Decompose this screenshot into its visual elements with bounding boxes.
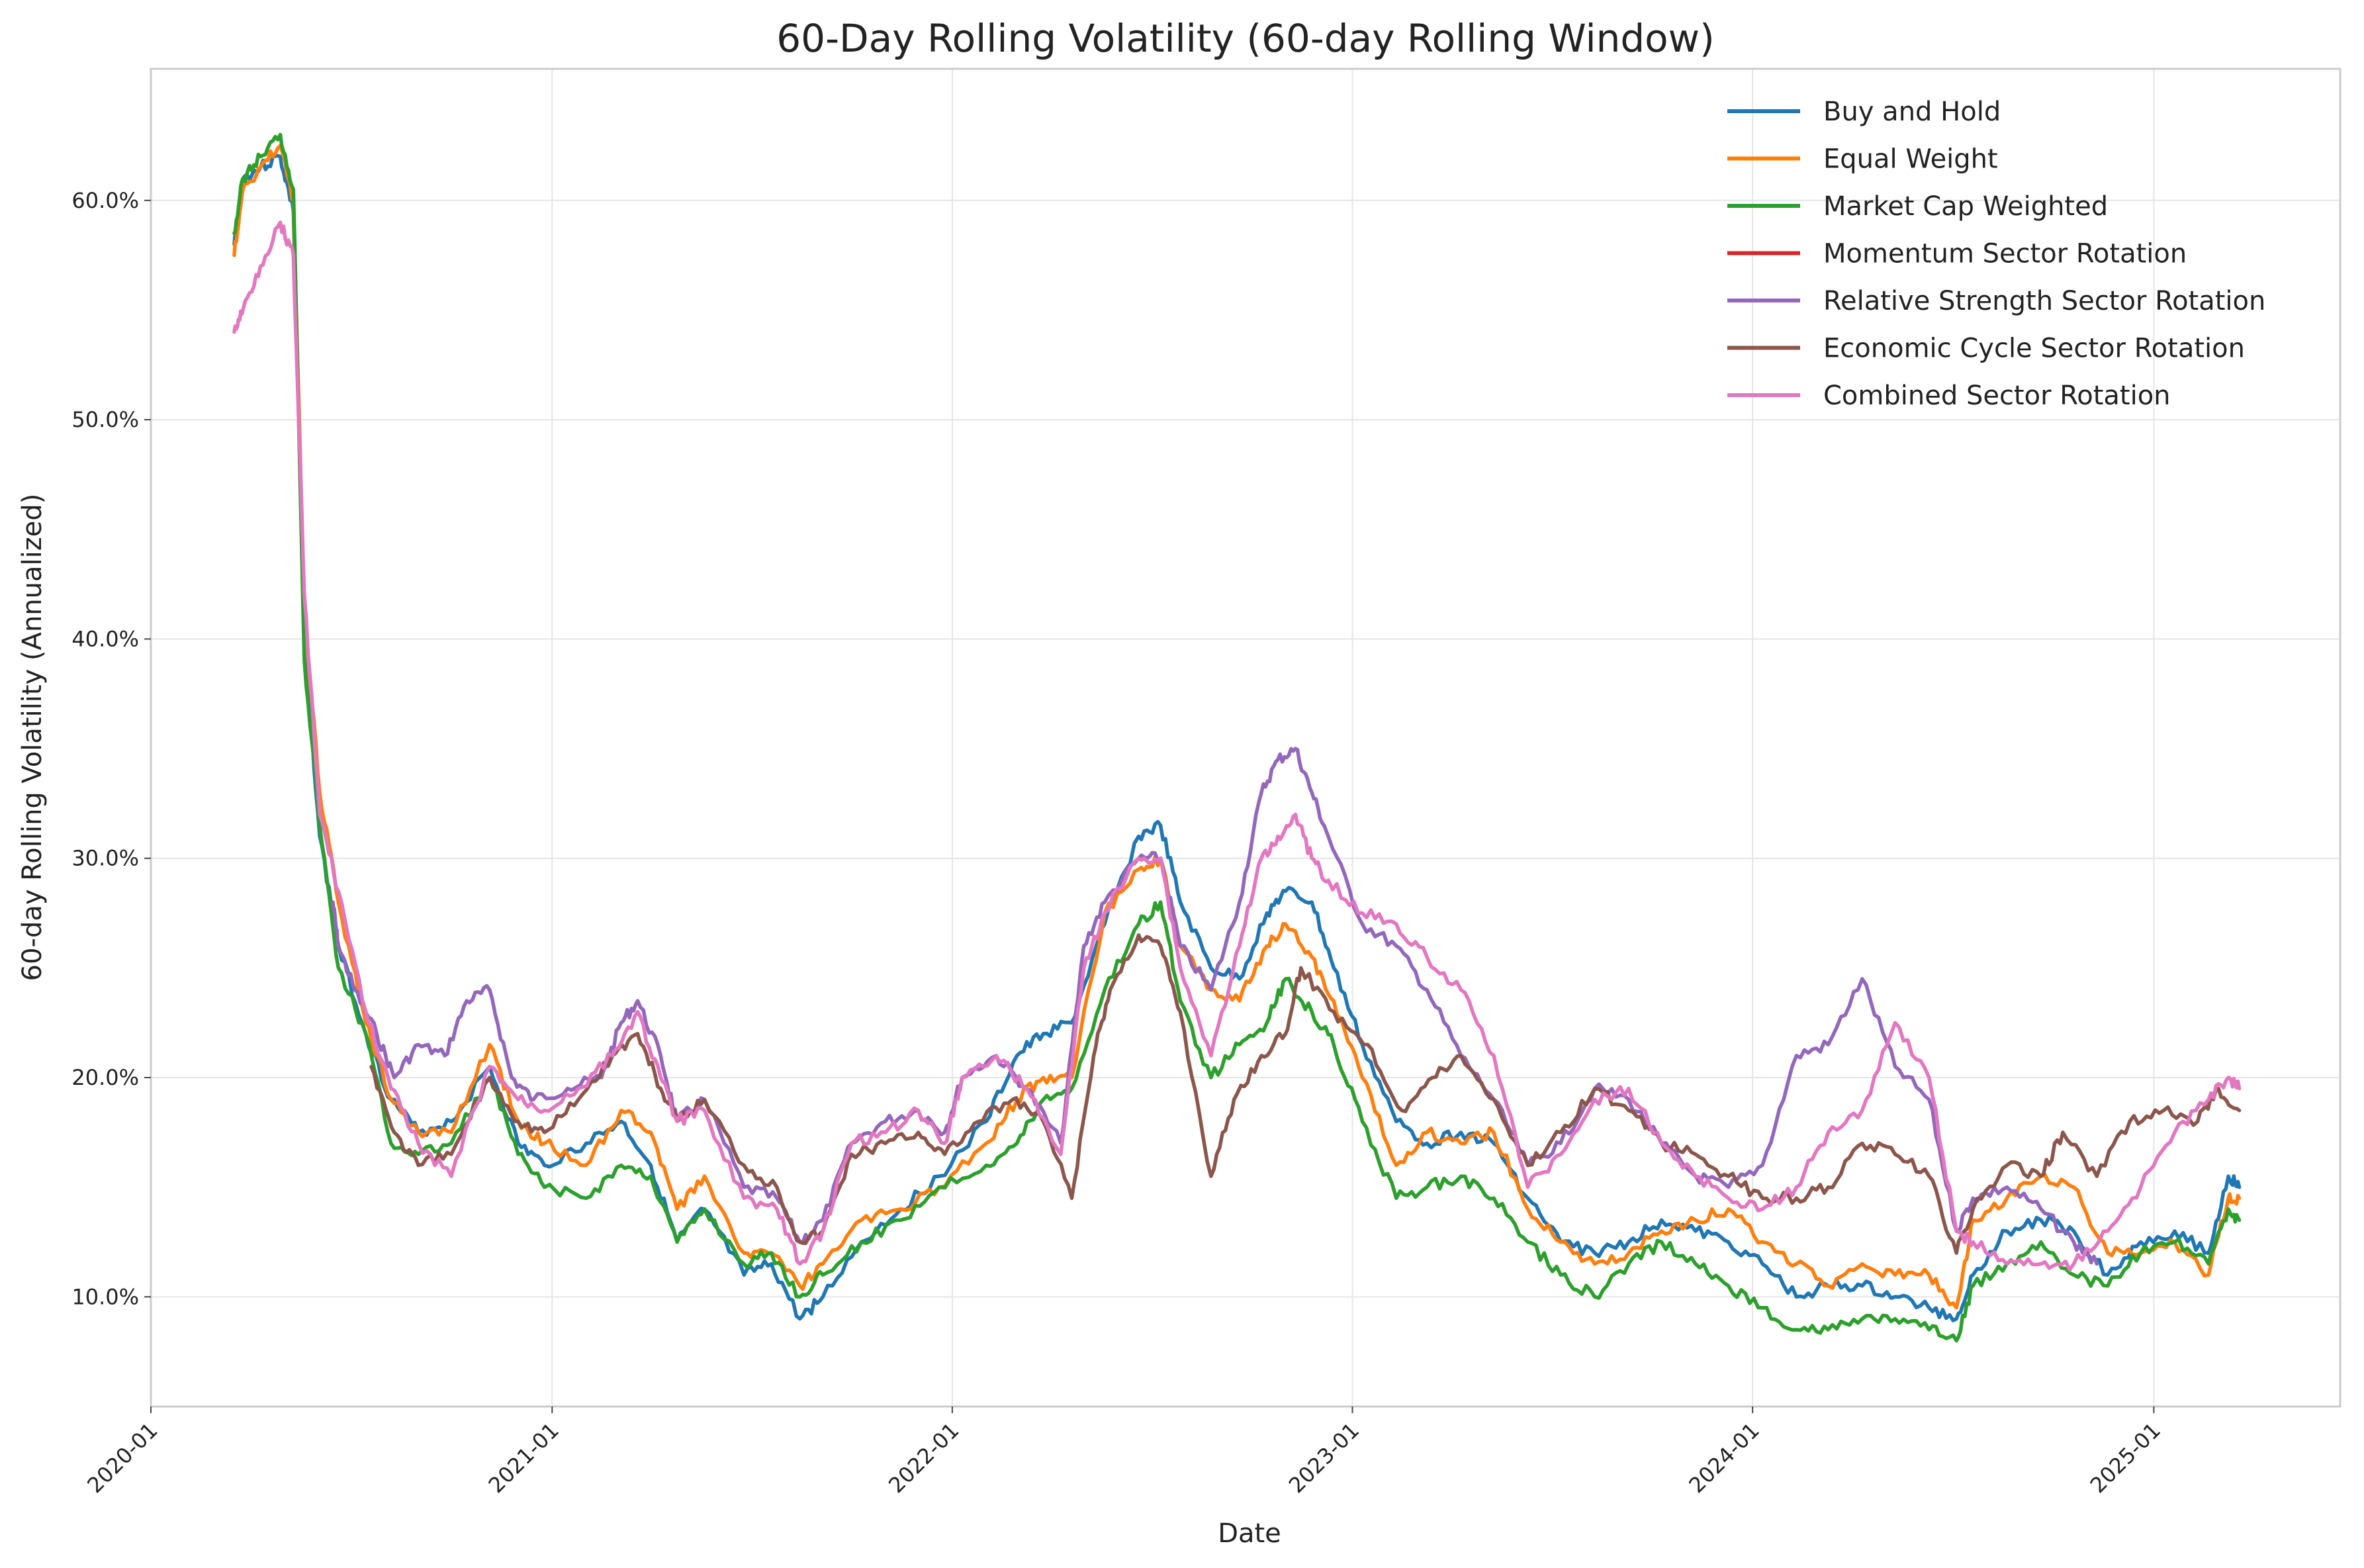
y-tick-label: 50.0% [71,407,139,432]
legend-label: Equal Weight [1823,144,1998,175]
series-line-relative-strength-sector-rotation [331,747,2099,1266]
legend-label: Momentum Sector Rotation [1823,239,2187,269]
legend-label: Buy and Hold [1823,97,2001,127]
y-tick-label: 60.0% [71,188,139,213]
legend-label: Economic Cycle Sector Rotation [1823,334,2245,364]
y-axis-ticks: 10.0% 20.0% 30.0% 40.0% 50.0% 60.0% [71,188,151,1309]
legend-label: Relative Strength Sector Rotation [1823,286,2265,316]
legend-label: Combined Sector Rotation [1823,381,2171,411]
y-tick-label: 10.0% [71,1284,139,1309]
plot-area [150,68,2341,1408]
x-axis-label: Date [1218,1518,1281,1549]
y-tick-label: 20.0% [71,1065,139,1090]
y-axis-label: 60-day Rolling Volatility (Annualized) [17,494,48,982]
legend: Buy and Hold Equal Weight Market Cap Weigh… [1727,97,2265,411]
y-tick-label: 30.0% [71,846,139,871]
gridlines [150,69,2340,1407]
series-lines [232,132,2242,1343]
y-tick-label: 40.0% [71,626,139,651]
series-line-combined-sector-rotation [232,220,2242,1272]
chart-title: 60-Day Rolling Volatility (60-day Rollin… [776,16,1714,61]
series-line-buy-and-hold [232,154,2242,1322]
plot-frame [150,68,2341,1408]
legend-label: Market Cap Weighted [1823,191,2108,222]
